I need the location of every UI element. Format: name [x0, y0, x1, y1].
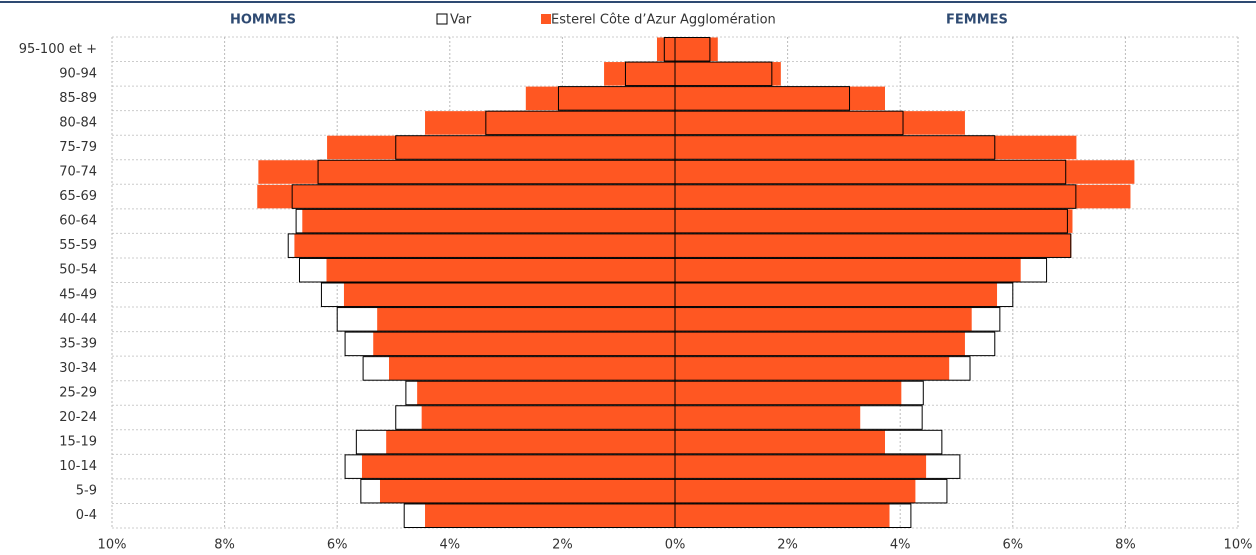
bar	[674, 356, 971, 381]
x-tick-label: 4%	[439, 538, 460, 553]
bar	[674, 135, 996, 160]
women-label: FEMMES	[946, 13, 1008, 28]
y-tick-label: 10-14	[59, 459, 97, 474]
bar	[675, 62, 781, 86]
x-tick-label: 10%	[98, 538, 127, 553]
y-tick-label: 90-94	[59, 66, 97, 81]
bar	[377, 307, 675, 332]
bar	[674, 61, 773, 87]
bar	[674, 331, 996, 357]
bar	[675, 111, 965, 135]
bar	[674, 159, 1067, 185]
bar	[675, 356, 950, 381]
bar	[257, 184, 675, 209]
x-tick-label: 2%	[552, 538, 573, 553]
bar	[674, 208, 1068, 234]
y-tick-label: 70-74	[59, 165, 97, 180]
x-tick-label: 8%	[1115, 538, 1136, 553]
y-tick-label: 0-4	[76, 508, 97, 523]
bar	[674, 86, 851, 111]
bar	[675, 307, 972, 332]
bar	[326, 258, 675, 282]
y-tick-label: 30-34	[59, 361, 97, 376]
x-tick-label: 4%	[890, 538, 911, 553]
bar	[674, 380, 924, 406]
bar	[343, 283, 675, 307]
bar	[675, 233, 1072, 258]
bar	[674, 454, 961, 479]
bar	[379, 479, 675, 503]
bar	[675, 503, 890, 528]
bar	[674, 503, 912, 529]
bar	[361, 454, 675, 479]
y-tick-label: 60-64	[59, 214, 97, 229]
bar	[675, 258, 1021, 282]
y-tick-label: 5-9	[76, 484, 97, 499]
x-tick-label: 6%	[1002, 538, 1023, 553]
bar	[425, 111, 675, 135]
bar	[675, 184, 1131, 209]
x-tick-label: 10%	[1224, 538, 1253, 553]
legend-label: Esterel Côte d’Azur Agglomération	[551, 13, 776, 28]
legend-label: Var	[450, 13, 472, 28]
y-tick-label: 95-100 et +	[19, 42, 97, 57]
y-tick-label: 55-59	[59, 238, 97, 253]
y-tick-label: 25-29	[59, 385, 97, 400]
bar	[425, 503, 675, 528]
bar	[674, 257, 1048, 283]
bar	[388, 356, 675, 381]
y-tick-label: 45-49	[59, 287, 97, 302]
bar	[675, 209, 1073, 233]
bar	[674, 307, 1001, 332]
legend-swatch	[541, 14, 551, 24]
men-label: HOMMES	[230, 13, 296, 28]
y-tick-label: 80-84	[59, 115, 97, 130]
bar	[327, 135, 675, 160]
bar	[674, 37, 711, 62]
bar	[386, 430, 675, 454]
y-tick-label: 20-24	[59, 410, 97, 425]
bar	[674, 282, 1014, 308]
bar	[674, 478, 948, 504]
x-tick-label: 8%	[214, 538, 235, 553]
bar	[675, 37, 718, 62]
y-tick-label: 35-39	[59, 336, 97, 351]
bar	[294, 233, 675, 258]
bar	[417, 381, 675, 405]
y-tick-label: 15-19	[59, 435, 97, 450]
bar	[674, 405, 923, 430]
y-tick-label: 40-44	[59, 312, 97, 327]
bar	[675, 160, 1135, 184]
x-tick-label: 0%	[665, 538, 686, 553]
bar	[258, 160, 675, 184]
bar	[675, 381, 902, 405]
y-tick-label: 85-89	[59, 91, 97, 106]
legend-swatch	[436, 13, 448, 25]
bar	[675, 454, 927, 479]
bar	[674, 233, 1072, 258]
bar	[674, 429, 943, 455]
bar	[675, 405, 861, 430]
bar	[674, 184, 1077, 209]
x-tick-label: 6%	[327, 538, 348, 553]
y-tick-label: 75-79	[59, 140, 97, 155]
bar	[656, 37, 675, 62]
bar	[421, 405, 675, 430]
bar	[675, 479, 916, 503]
bar	[675, 135, 1077, 160]
bar	[675, 332, 965, 356]
bar	[674, 110, 904, 136]
bar	[675, 430, 885, 454]
bar	[525, 86, 675, 111]
bar	[675, 86, 885, 111]
y-tick-label: 50-54	[59, 263, 97, 278]
bar	[302, 209, 675, 233]
bar	[604, 62, 675, 86]
bar	[675, 283, 998, 307]
bar	[373, 332, 675, 356]
x-tick-label: 2%	[777, 538, 798, 553]
y-tick-label: 65-69	[59, 189, 97, 204]
